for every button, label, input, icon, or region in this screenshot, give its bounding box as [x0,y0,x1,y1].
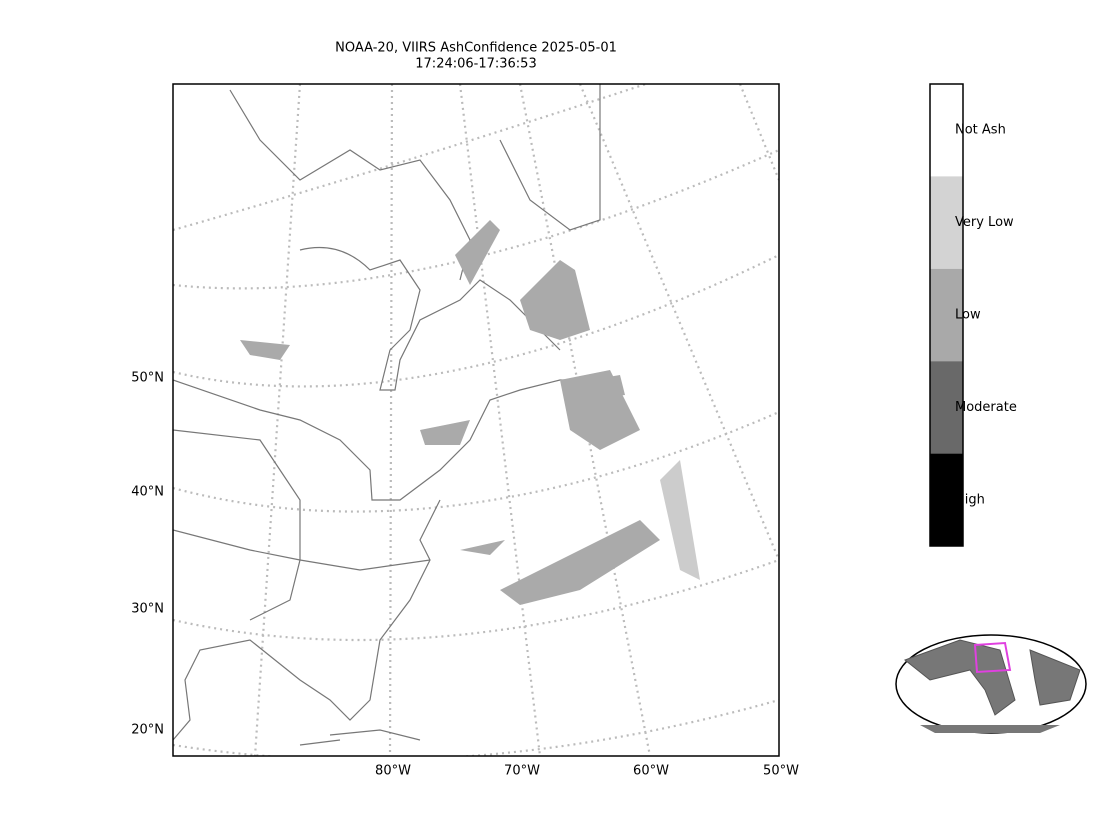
colorbar-label: Very Low [955,215,1014,230]
inset-globe [895,634,1087,734]
colorbar-label: High [955,492,985,507]
lat-label: 20°N [131,723,164,738]
colorbar-segment [930,176,963,269]
lon-label: 80°W [375,764,411,779]
map [172,83,780,757]
graticule [173,84,779,756]
title-line: NOAA-20, VIIRS AshConfidence 2025-05-01 [335,41,617,56]
colorbar-frame [929,83,964,547]
colorbar-label: Not Ash [955,123,1006,138]
lon-label: 60°W [633,764,669,779]
colorbar: Not Ash Very Low Low Moderate High [929,83,1017,547]
map-frame [172,83,780,757]
lat-label: 40°N [131,485,164,500]
lon-label: 70°W [504,764,540,779]
lon-label: 50°W [763,764,799,779]
ash-swath [240,220,700,605]
colorbar-segment [930,84,963,177]
title-line: 17:24:06-17:36:53 [415,57,536,72]
lat-label: 50°N [131,371,164,386]
colorbar-segment [930,453,963,546]
colorbar-segment [930,361,963,454]
coastlines [173,84,601,746]
colorbar-segment [930,268,963,362]
colorbar-label: Moderate [955,400,1017,415]
colorbar-label: Low [955,308,981,323]
lat-label: 30°N [131,602,164,617]
